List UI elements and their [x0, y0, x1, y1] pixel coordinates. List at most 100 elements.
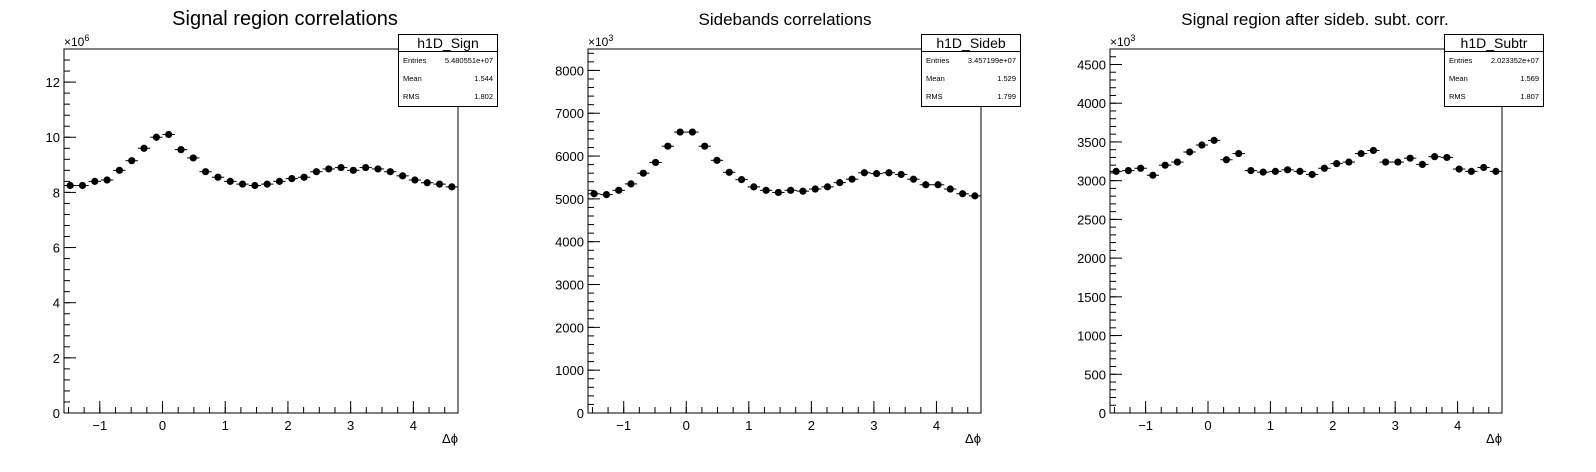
- y-tick-label: 500: [1084, 367, 1106, 382]
- stats-row-mean: Mean 1.544: [399, 70, 497, 88]
- plot-frame: [63, 48, 459, 414]
- stats-box-name: h1D_Subtr: [1445, 35, 1543, 52]
- stats-label: Entries: [1449, 56, 1473, 65]
- stats-row-rms: RMS 1.807: [1445, 88, 1543, 106]
- x-tick-label: 0: [1204, 418, 1211, 433]
- data-point: [590, 190, 598, 198]
- stats-box-name: h1D_Sideb: [922, 35, 1020, 52]
- x-axis-label: Δϕ: [442, 431, 458, 446]
- stats-value: 1.529: [997, 74, 1016, 83]
- y-tick-label: 0: [1099, 406, 1106, 421]
- stats-label: Mean: [1449, 74, 1468, 83]
- y-tick-label: 4: [53, 296, 60, 311]
- x-tick-label: 4: [410, 418, 417, 433]
- data-point: [337, 163, 345, 172]
- x-tick-label: 2: [1329, 418, 1336, 433]
- stats-value: 3.457199e+07: [967, 56, 1016, 65]
- data-point: [1308, 170, 1316, 179]
- data-point: [651, 158, 660, 167]
- stats-label: RMS: [403, 92, 420, 101]
- x-tick-label: 0: [159, 418, 166, 433]
- data-point: [1296, 167, 1304, 175]
- x-tick-label: 3: [870, 418, 877, 433]
- plot-frame: [587, 48, 982, 414]
- data-point: [288, 175, 296, 183]
- y-tick-label: 4500: [1077, 57, 1106, 72]
- y-tick-label: 4000: [555, 235, 584, 250]
- y-tick-label: 7000: [555, 106, 584, 121]
- data-point: [1480, 163, 1488, 172]
- data-point: [860, 169, 868, 177]
- stats-value: 1.802: [474, 92, 493, 101]
- stats-box-name: h1D_Sign: [399, 35, 497, 52]
- data-point: [1186, 148, 1194, 156]
- data-point: [1137, 164, 1145, 172]
- data-point: [214, 173, 222, 181]
- data-point: [1357, 149, 1365, 158]
- stats-box: h1D_Sideb Entries 3.457199e+07 Mean 1.52…: [921, 34, 1021, 107]
- x-tick-label: 3: [347, 418, 354, 433]
- data-point: [1124, 166, 1133, 175]
- data-point: [300, 173, 308, 181]
- data-point: [263, 180, 271, 188]
- data-point: [189, 154, 197, 162]
- y-tick-label: 1000: [555, 363, 584, 378]
- data-point: [639, 169, 647, 177]
- y-tick-label: 2000: [1077, 251, 1106, 266]
- data-point: [275, 177, 284, 185]
- stats-box: h1D_Sign Entries 5.480551e+07 Mean 1.544…: [398, 34, 498, 107]
- x-tick-label: −1: [616, 418, 631, 433]
- x-tick-label: 4: [1454, 418, 1461, 433]
- data-point: [103, 176, 111, 184]
- data-point: [823, 183, 832, 191]
- data-point: [1492, 167, 1500, 175]
- x-tick-label: −1: [92, 418, 107, 433]
- data-point: [774, 188, 783, 197]
- stats-value: 1.807: [1520, 92, 1539, 101]
- stats-box: h1D_Subtr Entries 2.023352e+07 Mean 1.56…: [1444, 34, 1544, 107]
- y-tick-label: 6: [53, 241, 60, 256]
- data-point: [701, 142, 709, 150]
- data-point: [959, 190, 967, 198]
- stats-row-rms: RMS 1.802: [399, 88, 497, 106]
- y-tick-label: 5000: [555, 192, 584, 207]
- data-point: [226, 177, 234, 185]
- y-tick-label: 8: [53, 185, 60, 200]
- data-point: [713, 156, 721, 164]
- data-point: [1271, 167, 1279, 175]
- stats-value: 1.799: [997, 92, 1016, 101]
- data-point: [1369, 146, 1378, 155]
- stats-label: RMS: [1449, 92, 1466, 101]
- data-point: [312, 168, 321, 176]
- data-point: [152, 133, 160, 141]
- y-tick-label: 3500: [1077, 135, 1106, 150]
- data-point: [1406, 154, 1414, 162]
- y-tick-label: 3000: [1077, 174, 1106, 189]
- data-point: [140, 144, 148, 152]
- chart-panel-signal: Signal region correlations 0 2 4 6 8 10 12 −1 0 1…: [0, 0, 520, 472]
- stats-value: 2.023352e+07: [1490, 56, 1539, 65]
- y-tick-label: 0: [53, 406, 60, 421]
- data-point: [1382, 158, 1390, 166]
- data-point: [374, 165, 382, 173]
- stats-label: Entries: [926, 56, 950, 65]
- x-tick-label: 4: [933, 418, 940, 433]
- data-point: [1112, 167, 1120, 175]
- y-multiplier-label: ×103: [588, 33, 613, 49]
- stats-value: 1.569: [1520, 74, 1539, 83]
- data-point: [885, 169, 893, 177]
- data-point: [1149, 171, 1157, 179]
- data-point: [1198, 141, 1206, 149]
- data-point: [762, 186, 770, 194]
- y-tick-label: 1000: [1077, 329, 1106, 344]
- data-point: [1333, 160, 1341, 168]
- x-tick-label: −1: [1138, 418, 1153, 433]
- data-point: [435, 180, 444, 188]
- y-multiplier-label: ×106: [64, 33, 89, 49]
- data-point: [750, 183, 758, 191]
- data-point: [1235, 149, 1243, 158]
- data-point: [1455, 165, 1463, 173]
- data-point: [1443, 153, 1451, 162]
- data-point: [946, 185, 954, 193]
- data-point: [737, 176, 746, 184]
